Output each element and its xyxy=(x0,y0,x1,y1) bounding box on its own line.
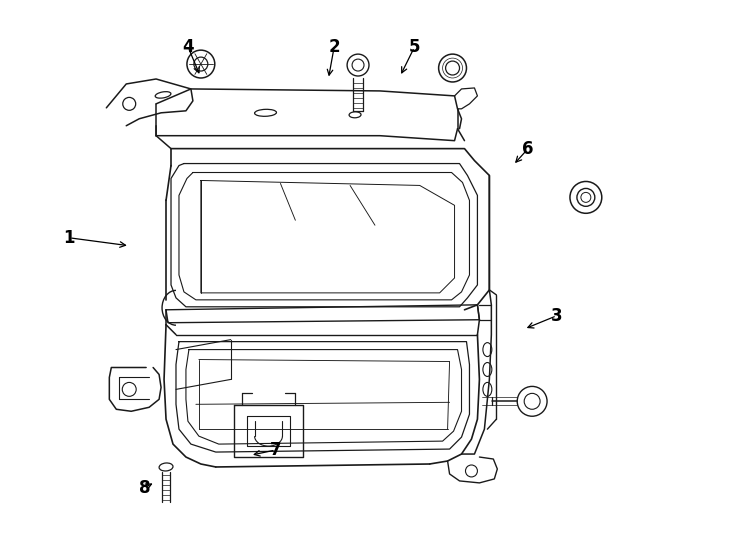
Text: 4: 4 xyxy=(182,38,194,56)
Text: 3: 3 xyxy=(551,307,563,325)
Text: 2: 2 xyxy=(328,38,340,56)
Text: 5: 5 xyxy=(409,38,420,56)
Text: 7: 7 xyxy=(270,441,282,459)
Text: 8: 8 xyxy=(139,478,150,497)
Text: 1: 1 xyxy=(63,229,75,247)
Text: 6: 6 xyxy=(522,140,534,158)
